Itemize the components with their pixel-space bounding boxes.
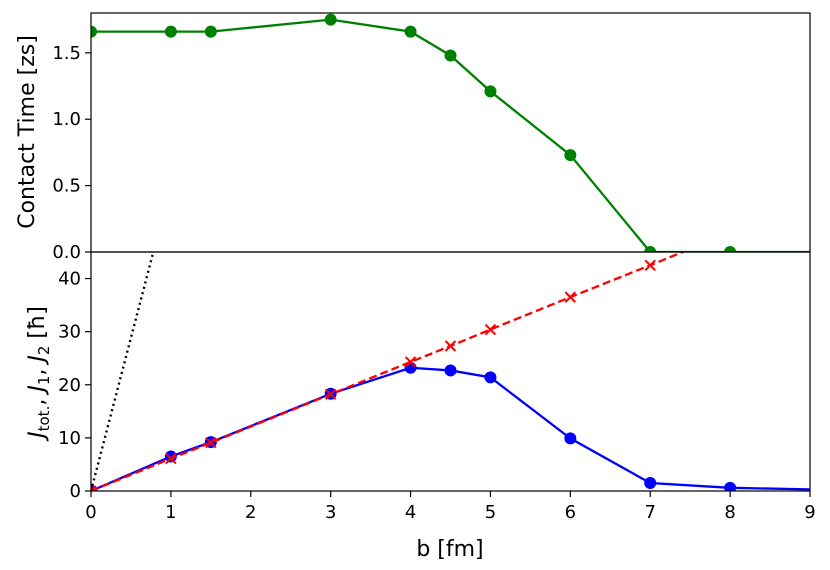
j-series-0-point	[444, 364, 457, 377]
contact-series-0-point	[444, 49, 457, 62]
j-series-0-point	[724, 481, 737, 491]
bottom-x-axis-label: b [fm]	[416, 537, 483, 562]
angular-momentum-plot-area	[91, 252, 810, 491]
j-series-0-point	[564, 432, 577, 445]
x-tick-label: 7	[644, 502, 655, 523]
j-series-1-x-marker	[324, 388, 337, 401]
y-tick-label: 40	[58, 269, 81, 290]
x-tick-label: 8	[724, 502, 735, 523]
contact-time-plot-area	[91, 13, 810, 252]
contact-series-0-point	[164, 25, 177, 38]
x-tick-label: 2	[245, 502, 256, 523]
j-series-0-point	[644, 477, 657, 490]
j-series-1-x-marker	[91, 485, 97, 491]
bottom-y-ticks: 0 10 20 30 40	[58, 269, 91, 502]
contact-series-0-point	[404, 25, 417, 38]
j-series-1-x-marker	[165, 452, 177, 465]
angular-momentum-panel: 0 10 20 30 40 0 1 2 3 4 5 6 7 8 9 Jtot., J1, J2 [ħ] b…	[25, 251, 816, 562]
top-axes-frame	[90, 12, 811, 253]
contact-series-0-point	[644, 246, 657, 252]
j-series-1-x-marker	[564, 291, 577, 303]
j-series-0-point	[484, 371, 497, 384]
x-tick-label: 9	[804, 502, 815, 523]
x-tick-label: 3	[325, 502, 336, 523]
contact-series-0-point	[324, 13, 337, 26]
y-tick-label: 30	[58, 322, 81, 343]
contact-series-0-point	[724, 246, 737, 252]
y-tick-label: 1.5	[52, 43, 81, 64]
bottom-y-axis-label: Jtot., J1, J2 [ħ]	[25, 306, 53, 442]
j-series-1-x-marker	[644, 259, 656, 271]
contact-series-0-point	[204, 25, 217, 38]
y-tick-label: 10	[58, 428, 81, 449]
y-tick-label: 0.5	[52, 176, 81, 197]
contact-series-0-point	[91, 25, 97, 38]
y-tick-label: 0.0	[52, 242, 81, 263]
contact-time-panel: 0.0 0.5 1.0 1.5 Contact Time [zs]	[15, 12, 811, 263]
bottom-axes-frame	[90, 251, 811, 492]
x-tick-label: 6	[565, 502, 576, 523]
x-tick-label: 5	[485, 502, 496, 523]
j-series-1-x-marker	[205, 436, 217, 449]
top-y-axis-label: Contact Time [zs]	[15, 35, 40, 229]
j-series-1-line	[91, 252, 686, 491]
j-series-1-x-marker	[484, 323, 497, 336]
contact-series-0-point	[484, 85, 497, 98]
y-tick-label: 1.0	[52, 109, 81, 130]
contact-series-0-point	[564, 149, 577, 162]
top-y-ticks: 0.0 0.5 1.0 1.5	[52, 43, 91, 263]
x-tick-label: 1	[165, 502, 176, 523]
x-tick-label: 4	[405, 502, 416, 523]
j-series-0-point	[164, 450, 177, 463]
j-series-1-x-marker	[404, 356, 417, 368]
bottom-x-ticks: 0 1 2 3 4 5 6 7 8 9	[85, 491, 816, 523]
j-series-0-line	[91, 366, 810, 491]
j-series-1-x-marker	[444, 340, 457, 352]
x-tick-label: 0	[85, 502, 96, 523]
y-tick-label: 0	[70, 481, 81, 502]
j-series-2-line	[91, 252, 155, 491]
y-tick-label: 20	[58, 375, 81, 396]
